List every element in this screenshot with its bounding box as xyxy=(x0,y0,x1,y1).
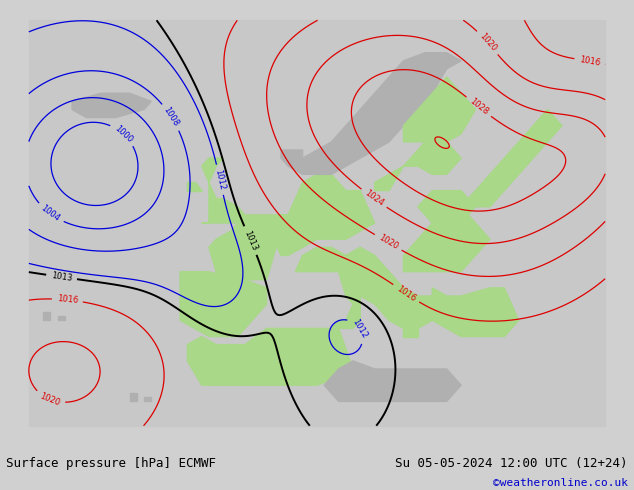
Text: Su 05-05-2024 12:00 UTC (12+24): Su 05-05-2024 12:00 UTC (12+24) xyxy=(395,457,628,470)
Polygon shape xyxy=(202,158,245,223)
Text: 1016: 1016 xyxy=(579,55,601,68)
Text: 1020: 1020 xyxy=(477,32,498,53)
Text: 1000: 1000 xyxy=(112,123,134,145)
Polygon shape xyxy=(180,271,266,337)
Polygon shape xyxy=(187,328,353,385)
Text: 1016: 1016 xyxy=(56,294,79,305)
Polygon shape xyxy=(375,142,461,191)
Text: 1004: 1004 xyxy=(39,204,61,223)
Text: 1012: 1012 xyxy=(350,318,369,341)
Polygon shape xyxy=(209,215,288,280)
Polygon shape xyxy=(274,174,375,255)
Text: 1013: 1013 xyxy=(242,229,259,252)
Text: 1008: 1008 xyxy=(162,106,181,128)
Polygon shape xyxy=(324,361,461,401)
Text: 1013: 1013 xyxy=(51,271,73,283)
Polygon shape xyxy=(58,316,65,320)
Polygon shape xyxy=(29,20,605,426)
Polygon shape xyxy=(403,328,418,337)
Polygon shape xyxy=(281,150,302,166)
Text: 1012: 1012 xyxy=(213,169,226,191)
Text: 1024: 1024 xyxy=(363,189,385,208)
Polygon shape xyxy=(403,207,490,271)
Polygon shape xyxy=(403,77,476,142)
Polygon shape xyxy=(281,53,461,174)
Text: 1016: 1016 xyxy=(395,284,417,303)
Polygon shape xyxy=(418,191,476,223)
Polygon shape xyxy=(187,182,202,191)
Polygon shape xyxy=(432,288,519,337)
Polygon shape xyxy=(130,393,137,401)
Text: 1020: 1020 xyxy=(377,233,399,252)
Polygon shape xyxy=(0,446,634,490)
Text: 1028: 1028 xyxy=(468,97,489,117)
Polygon shape xyxy=(72,93,152,118)
Text: ©weatheronline.co.uk: ©weatheronline.co.uk xyxy=(493,478,628,489)
Polygon shape xyxy=(295,247,360,328)
Polygon shape xyxy=(461,109,562,207)
Polygon shape xyxy=(144,397,152,401)
Text: Surface pressure [hPa] ECMWF: Surface pressure [hPa] ECMWF xyxy=(6,457,216,470)
Polygon shape xyxy=(43,312,51,320)
Polygon shape xyxy=(332,320,353,328)
Polygon shape xyxy=(346,247,447,328)
Text: 1020: 1020 xyxy=(39,392,61,408)
